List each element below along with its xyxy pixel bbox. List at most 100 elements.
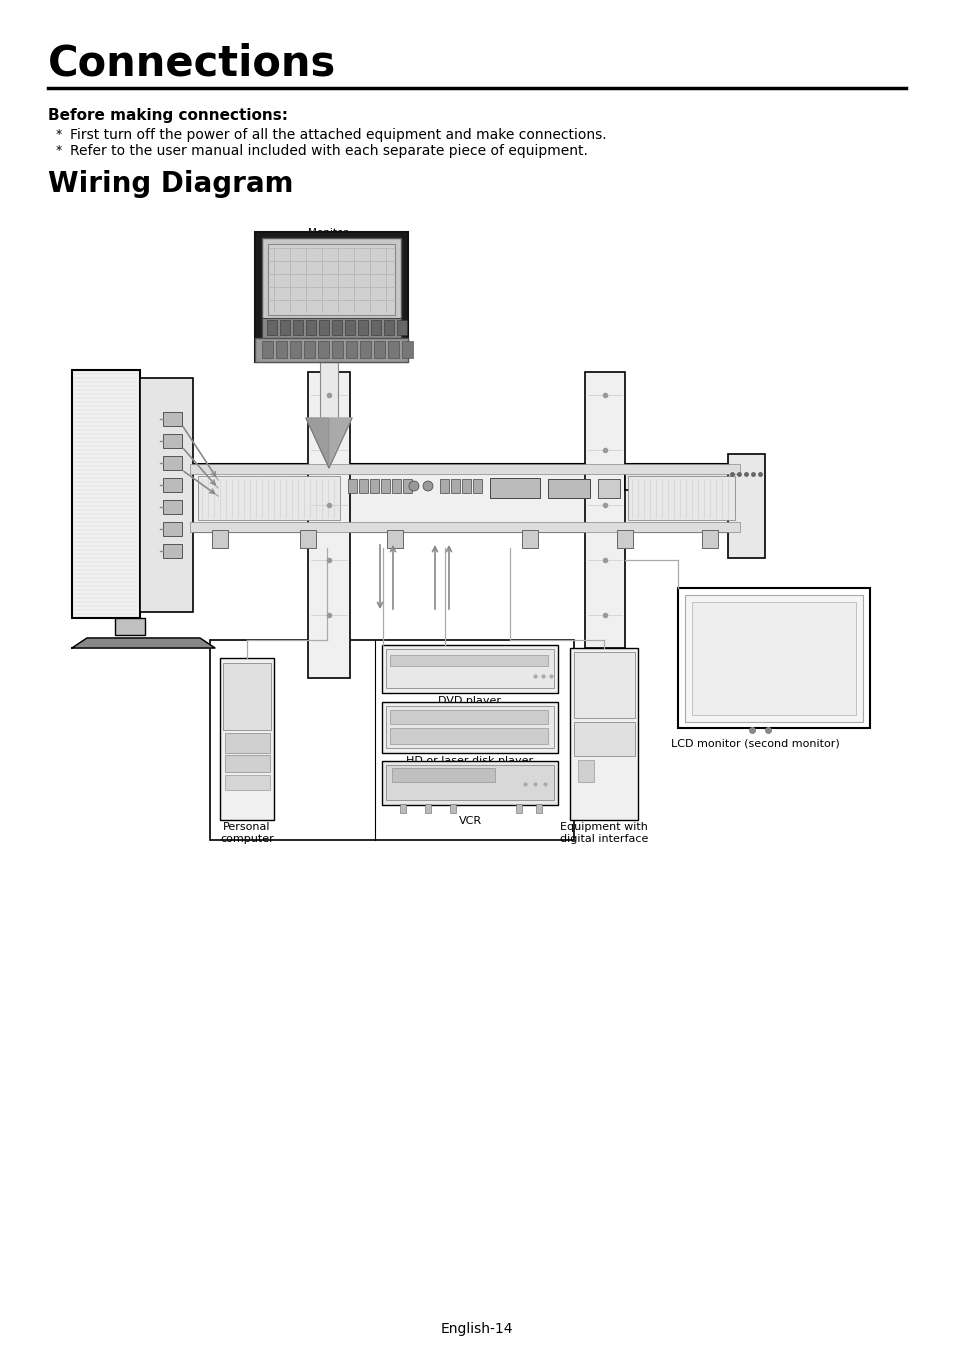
Bar (380, 480, 390, 493)
Bar (280, 320, 290, 335)
Bar (293, 320, 303, 335)
Bar (267, 320, 276, 335)
Bar (516, 804, 521, 813)
Bar (220, 658, 274, 820)
Bar (306, 320, 315, 335)
Bar (701, 530, 718, 549)
Bar (439, 480, 449, 493)
Bar (198, 476, 339, 520)
Bar (370, 480, 378, 493)
Circle shape (409, 481, 418, 490)
Bar (390, 655, 547, 666)
Bar (473, 480, 481, 493)
Bar (399, 804, 406, 813)
Bar (569, 648, 638, 820)
Bar (574, 653, 635, 717)
Text: First turn off the power of all the attached equipment and make connections.: First turn off the power of all the atta… (70, 128, 606, 142)
Bar (358, 480, 368, 493)
Bar (627, 476, 734, 520)
Bar (390, 728, 547, 744)
Bar (332, 340, 343, 358)
Bar (308, 372, 350, 678)
Bar (190, 463, 740, 474)
Bar (163, 500, 182, 513)
Text: *: * (56, 128, 62, 141)
Bar (163, 457, 182, 470)
Bar (727, 454, 764, 558)
Bar (163, 434, 182, 449)
Text: Personal
computer: Personal computer (220, 821, 274, 843)
Text: Equipment with
digital interface: Equipment with digital interface (559, 821, 647, 843)
Bar (396, 320, 407, 335)
Text: LCD monitor (second monitor): LCD monitor (second monitor) (670, 738, 839, 748)
Bar (304, 340, 314, 358)
Bar (424, 804, 431, 813)
Bar (461, 480, 471, 493)
Bar (386, 648, 554, 688)
Bar (254, 232, 408, 362)
Bar (624, 463, 760, 490)
Bar (71, 370, 140, 617)
Bar (225, 734, 270, 753)
Bar (254, 338, 408, 362)
Text: Connections: Connections (48, 42, 335, 84)
Bar (262, 317, 400, 338)
Text: English-14: English-14 (440, 1323, 513, 1336)
Bar (317, 340, 329, 358)
Bar (388, 340, 398, 358)
Bar (190, 463, 740, 532)
Bar (547, 480, 589, 499)
Bar (163, 544, 182, 558)
Bar (390, 711, 547, 724)
Bar (210, 640, 574, 840)
Bar (691, 603, 855, 715)
Bar (381, 644, 558, 693)
Bar (225, 755, 270, 771)
Bar (536, 804, 541, 813)
Text: Before making connections:: Before making connections: (48, 108, 288, 123)
Bar (262, 238, 400, 338)
Bar (402, 480, 412, 493)
Bar (598, 480, 619, 499)
Text: Monitor: Monitor (308, 228, 348, 238)
Text: Refer to the user manual included with each separate piece of equipment.: Refer to the user manual included with e… (70, 145, 587, 158)
Bar (392, 767, 495, 782)
Bar (578, 761, 594, 782)
Bar (345, 320, 355, 335)
Bar (359, 340, 371, 358)
Bar (319, 362, 337, 417)
Bar (357, 320, 368, 335)
Bar (387, 530, 402, 549)
Bar (275, 340, 287, 358)
Bar (521, 530, 537, 549)
Bar (223, 663, 271, 730)
Bar (381, 703, 558, 753)
Bar (384, 320, 394, 335)
Bar (163, 478, 182, 492)
Bar (190, 521, 740, 532)
Bar (212, 530, 228, 549)
Bar (348, 480, 356, 493)
Polygon shape (71, 638, 214, 648)
Bar (392, 480, 400, 493)
Bar (262, 340, 273, 358)
Bar (381, 761, 558, 805)
Text: Wiring Diagram: Wiring Diagram (48, 170, 294, 199)
Bar (163, 412, 182, 426)
Bar (386, 707, 554, 748)
Bar (450, 804, 456, 813)
Text: *: * (56, 145, 62, 157)
Bar (332, 320, 341, 335)
Bar (115, 617, 145, 635)
Bar (371, 320, 380, 335)
Bar (574, 721, 635, 757)
Bar (374, 340, 385, 358)
Bar (225, 775, 270, 790)
Text: DVD player: DVD player (438, 696, 501, 707)
Circle shape (422, 481, 433, 490)
Bar (386, 765, 554, 800)
Bar (401, 340, 413, 358)
Polygon shape (306, 417, 329, 467)
Polygon shape (306, 417, 352, 467)
Bar (290, 340, 301, 358)
